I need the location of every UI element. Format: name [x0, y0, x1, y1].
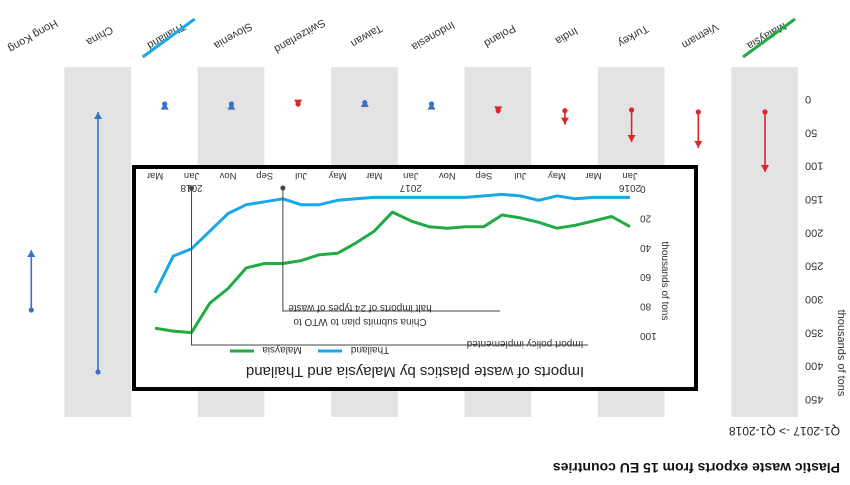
category-label-taiwan: Taiwan [348, 22, 384, 50]
inset-y-tick-label: 20 [640, 212, 652, 223]
range-arrowhead-china [94, 112, 102, 119]
legend-label-malaysia: Malaysia [262, 344, 302, 355]
inset-y-tick-label: 60 [640, 271, 652, 282]
inset-x-tick-label: May [548, 170, 566, 181]
y-tick-label: 100 [805, 160, 823, 172]
inset-chart: Imports of waste plastics by Malaysia an… [132, 165, 698, 391]
y-tick-label: 50 [805, 126, 817, 138]
inset-x-tick-label: Jan [622, 170, 637, 181]
inset-year-label: 2017 [399, 182, 422, 193]
inset-legend: Malaysia Thailand [230, 344, 389, 355]
range-arrowhead-hong-kong [27, 250, 36, 257]
category-label-china: China [83, 23, 115, 48]
range-start-dot-hong-kong [28, 307, 34, 313]
category-label-thailand: Thailand [145, 20, 188, 51]
inset-frame [132, 165, 698, 391]
annotation-text-1: Import policy implemented [467, 338, 584, 349]
inset-title: Imports of waste plastics by Malaysia an… [246, 363, 584, 380]
inset-x-tick-label: Nov [439, 170, 456, 181]
inset-x-tick-label: Jan [403, 170, 418, 181]
annotation-dot-0 [280, 185, 286, 191]
category-label-hong-kong: Hong Kong [6, 17, 60, 55]
inset-x-tick-label: Mar [366, 170, 382, 181]
chart-title: Plastic waste exports from 15 EU countri… [553, 460, 840, 476]
inset-y-tick-label: 80 [640, 301, 652, 312]
y-tick-label: 250 [805, 260, 823, 272]
inset-y-tick-label: 0 [640, 183, 646, 194]
category-label-malaysia: Malaysia [744, 20, 788, 53]
category-label-vietnam: Vietnam [679, 20, 720, 50]
highlight-underline-thailand [141, 17, 196, 59]
annotation-text-0: China submits plan to WTO to [293, 316, 427, 327]
y-tick-label: 200 [805, 226, 823, 238]
category-label-switzerland: Switzerland [272, 16, 327, 55]
inset-y-axis-label: thousands of tons [659, 242, 670, 321]
inset-x-tick-label: Nov [219, 170, 236, 181]
annotation-text-0b: halt imports of 24 types of waste [288, 302, 432, 313]
inset-annotations: China submits plan to WTO to halt imports… [189, 185, 588, 349]
series-line-malaysia [154, 210, 631, 335]
series-line-thailand [153, 192, 630, 294]
range-arrowhead-india [560, 117, 569, 125]
inset-year-label: 2016 [618, 182, 641, 193]
inset-y-axis: 0 20 40 60 80 100 [640, 183, 657, 341]
y-tick-label: 350 [805, 326, 823, 338]
y-tick-label: 150 [805, 193, 823, 205]
range-arrows [27, 99, 769, 375]
inset-x-tick-label: Jan [184, 170, 199, 181]
inset-y-tick-label: 40 [640, 242, 652, 253]
y-tick-label: 0 [805, 93, 811, 105]
range-arrowhead-vietnam [694, 141, 703, 148]
range-arrowhead-turkey [627, 135, 636, 142]
inset-x-tick-label: Sep [256, 170, 273, 181]
range-arrowhead-indonesia [427, 102, 436, 110]
category-label-poland: Poland [482, 22, 518, 50]
chart-subtitle: Q1-2017 -> Q1-2018 [729, 424, 840, 438]
inset-series [153, 192, 631, 335]
y-tick-label: 400 [805, 360, 823, 372]
inset-x-tick-label: Mar [585, 170, 601, 181]
category-label-indonesia: Indonesia [409, 18, 457, 53]
range-arrowhead-slovenia [227, 102, 236, 110]
range-start-dot-malaysia [762, 109, 768, 115]
y-axis: 0 50 100 150 200 250 300 350 400 450 [805, 93, 823, 405]
range-arrowhead-poland [494, 106, 503, 114]
annotation-dot-1 [189, 185, 195, 191]
inset-y-tick-label: 100 [640, 330, 657, 341]
inset-x-tick-label: Jul [295, 170, 307, 181]
y-tick-label: 300 [805, 293, 823, 305]
range-arrowhead-taiwan [360, 100, 369, 107]
category-label-turkey: Turkey [615, 22, 650, 49]
inset-x-tick-label: Mar [147, 170, 163, 181]
legend-label-thailand: Thailand [351, 344, 389, 355]
inset-x-axis: Jan Mar May Jul Sep Nov Jan Mar May Jul Sep Nov Jan M… [147, 170, 641, 193]
y-tick-label: 450 [805, 393, 823, 405]
category-label-india: India [552, 24, 579, 47]
y-axis-label: thousands of tons [835, 310, 847, 397]
range-start-dot-china [95, 369, 101, 375]
inset-x-tick-label: May [328, 170, 346, 181]
category-labels: Malaysia Vietnam Turkey India Poland Indonesi… [6, 16, 796, 59]
range-arrowhead-thailand [160, 102, 169, 110]
range-start-dot-vietnam [695, 109, 701, 115]
category-label-slovenia: Slovenia [211, 20, 254, 52]
range-start-dot-india [562, 108, 568, 114]
inset-x-tick-label: Jul [514, 170, 526, 181]
inset-x-tick-label: Sep [475, 170, 492, 181]
range-start-dot-turkey [629, 107, 635, 113]
highlight-underline-malaysia [742, 17, 796, 59]
range-arrowhead-switzerland [294, 99, 303, 107]
range-arrowhead-malaysia [761, 165, 769, 172]
annotation-elbow-0 [282, 190, 500, 312]
annotation-elbow-1 [191, 190, 588, 346]
